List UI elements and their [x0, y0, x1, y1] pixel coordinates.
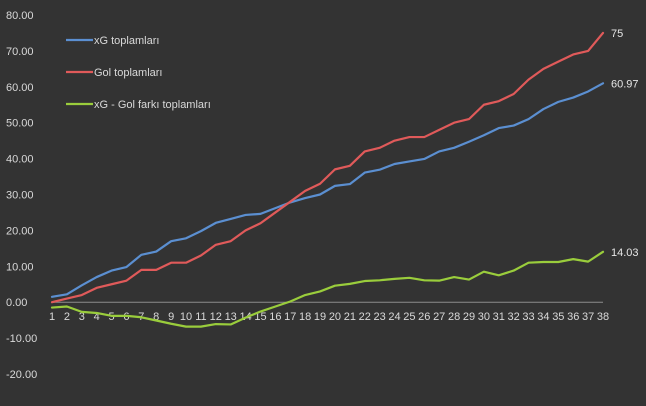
x-tick-label: 4	[94, 311, 100, 323]
series-end-label: 14.03	[611, 247, 639, 259]
x-tick-label: 34	[537, 311, 549, 323]
legend: xG toplamları Gol toplamları xG - Gol fark…	[66, 35, 211, 111]
y-tick-label: 60.00	[6, 82, 34, 94]
y-tick-label: 0.00	[6, 297, 27, 309]
series-layer	[50, 31, 605, 328]
x-tick-label: 29	[463, 311, 475, 323]
y-tick-label: -20.00	[6, 369, 37, 381]
x-tick-label: 35	[552, 311, 564, 323]
series-line	[50, 82, 605, 298]
x-tick-label: 1	[49, 311, 55, 323]
x-tick-label: 23	[373, 311, 385, 323]
y-tick-label: 50.00	[6, 118, 34, 130]
x-tick-label: 25	[403, 311, 415, 323]
y-tick-label: 10.00	[6, 261, 34, 273]
legend-label: xG toplamları	[94, 35, 159, 47]
y-tick-label: 80.00	[6, 10, 34, 22]
x-tick-label: 26	[418, 311, 430, 323]
y-tick-label: -10.00	[6, 333, 37, 345]
x-tick-label: 21	[344, 311, 356, 323]
series-end-label: 75	[611, 28, 623, 40]
y-tick-label: 30.00	[6, 190, 34, 202]
x-tick-label: 32	[508, 311, 520, 323]
x-tick-label: 17	[284, 311, 296, 323]
x-tick-label: 3	[79, 311, 85, 323]
x-tick-label: 19	[314, 311, 326, 323]
x-tick-label: 12	[210, 311, 222, 323]
x-tick-label: 11	[195, 311, 206, 323]
x-tick-label: 6	[123, 311, 129, 323]
y-tick-label: 40.00	[6, 154, 34, 166]
x-tick-label: 38	[597, 311, 609, 323]
x-tick-label: 37	[582, 311, 594, 323]
x-tick-label: 27	[433, 311, 445, 323]
series-end-label: 60.97	[611, 78, 639, 90]
x-tick-label: 5	[109, 311, 115, 323]
x-tick-label: 18	[299, 311, 311, 323]
x-tick-label: 36	[567, 311, 579, 323]
x-tick-label: 31	[493, 311, 505, 323]
x-tick-label: 22	[359, 311, 371, 323]
series-line	[50, 250, 605, 328]
legend-label: xG - Gol farkı toplamları	[94, 99, 211, 111]
x-tick-label: 24	[388, 311, 400, 323]
x-tick-label: 15	[254, 311, 266, 323]
series-line	[50, 31, 605, 304]
x-tick-label: 33	[522, 311, 534, 323]
x-axis: 1 2 3 4 5 6 7 8 9 10 11 12 13 14 15 16 17 18 19 20 21 22 23 24 2…	[49, 301, 609, 323]
x-tick-label: 9	[168, 311, 174, 323]
x-tick-label: 16	[269, 311, 281, 323]
y-axis: 80.00 70.00 60.00 50.00 40.00 30.00 20.00 10.00…	[6, 10, 37, 381]
end-labels: 60.97 75 14.03	[611, 28, 639, 259]
x-tick-label: 10	[180, 311, 192, 323]
x-tick-label: 20	[329, 311, 341, 323]
x-tick-label: 30	[478, 311, 490, 323]
x-tick-label: 8	[153, 311, 159, 323]
legend-label: Gol toplamları	[94, 67, 162, 79]
y-tick-label: 70.00	[6, 46, 34, 58]
y-tick-label: 20.00	[6, 225, 34, 237]
x-tick-label: 13	[225, 311, 237, 323]
x-tick-label: 2	[64, 311, 70, 323]
x-tick-label: 28	[448, 311, 460, 323]
